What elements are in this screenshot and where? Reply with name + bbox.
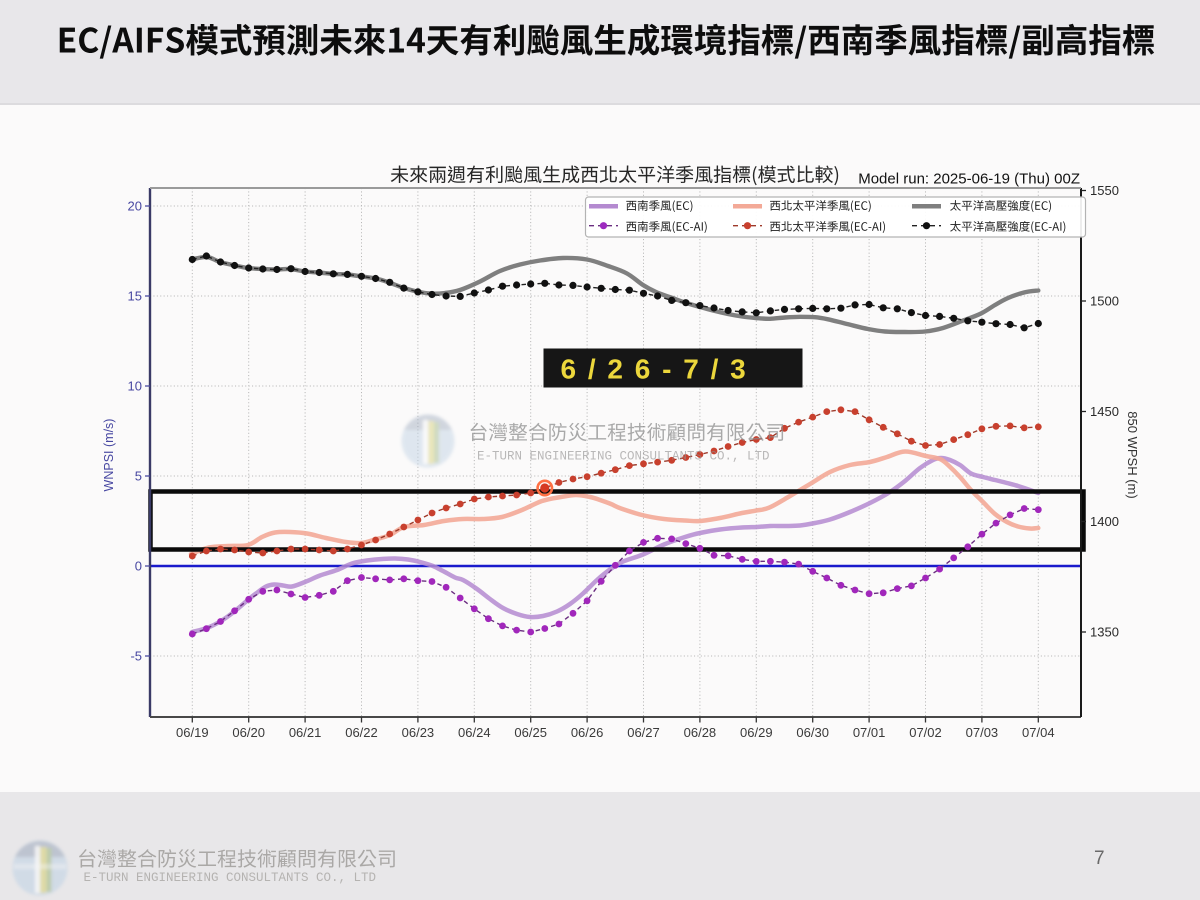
svg-text:07/02: 07/02 [909, 725, 942, 740]
svg-text:06/23: 06/23 [402, 725, 435, 740]
svg-text:07/01: 07/01 [853, 725, 886, 740]
svg-text:1500: 1500 [1090, 294, 1119, 309]
svg-text:850 WPSH (m): 850 WPSH (m) [1125, 411, 1140, 498]
svg-text:06/19: 06/19 [176, 725, 209, 740]
svg-text:1350: 1350 [1090, 625, 1119, 640]
svg-text:E-TURN ENGINEERING CONSULTANTS: E-TURN ENGINEERING CONSULTANTS CO., LTD [477, 450, 770, 464]
svg-text:06/29: 06/29 [740, 725, 773, 740]
svg-text:0: 0 [135, 559, 142, 574]
svg-text:6 / 2 6 - 7 / 3: 6 / 2 6 - 7 / 3 [561, 354, 748, 385]
svg-text:1550: 1550 [1090, 183, 1119, 198]
svg-text:06/25: 06/25 [514, 725, 547, 740]
svg-text:06/20: 06/20 [232, 725, 265, 740]
svg-text:06/22: 06/22 [345, 725, 378, 740]
svg-text:WNPSI (m/s): WNPSI (m/s) [102, 419, 116, 492]
svg-text:20: 20 [128, 199, 142, 214]
svg-text:06/27: 06/27 [627, 725, 660, 740]
svg-text:06/21: 06/21 [289, 725, 322, 740]
svg-text:-5: -5 [130, 649, 142, 664]
svg-text:10: 10 [128, 379, 142, 394]
svg-text:06/28: 06/28 [684, 725, 717, 740]
svg-text:06/30: 06/30 [796, 725, 829, 740]
svg-text:7: 7 [1094, 848, 1105, 869]
svg-text:06/26: 06/26 [571, 725, 604, 740]
svg-text:07/04: 07/04 [1022, 725, 1055, 740]
svg-text:06/24: 06/24 [458, 725, 491, 740]
svg-text:1400: 1400 [1090, 514, 1119, 529]
svg-text:15: 15 [128, 289, 142, 304]
svg-text:E-TURN ENGINEERING CONSULTANTS: E-TURN ENGINEERING CONSULTANTS CO., LTD [84, 871, 377, 885]
svg-text:5: 5 [135, 469, 142, 484]
svg-text:Model run: 2025-06-19 (Thu) 00: Model run: 2025-06-19 (Thu) 00Z [858, 171, 1080, 188]
svg-text:1450: 1450 [1090, 404, 1119, 419]
svg-text:07/03: 07/03 [966, 725, 999, 740]
